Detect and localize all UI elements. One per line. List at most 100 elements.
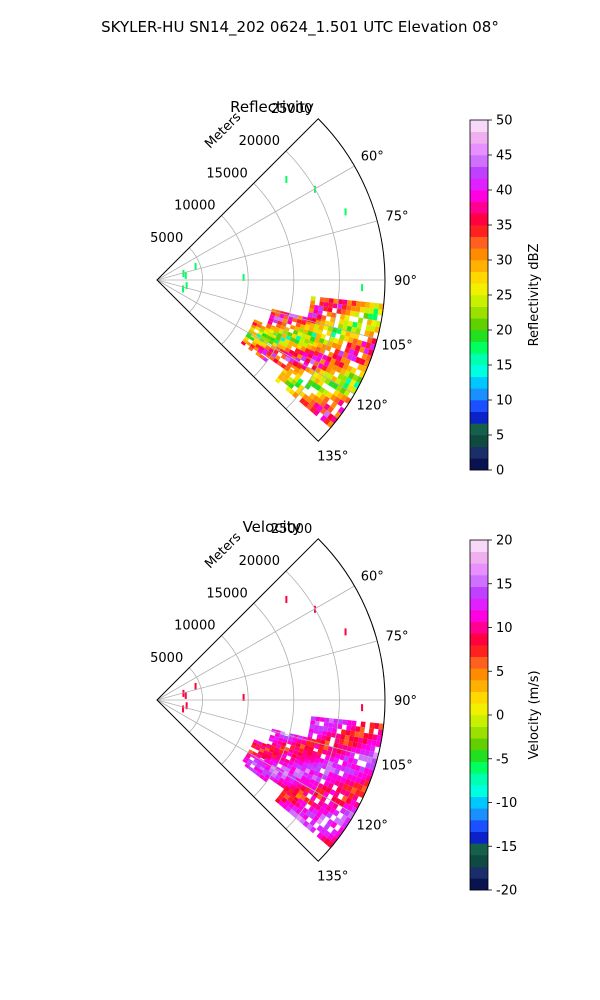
- radar-gate: [297, 751, 303, 757]
- radar-gate: [355, 747, 361, 755]
- radar-gate: [364, 750, 370, 757]
- radar-gate: [267, 332, 273, 337]
- radar-gate: [260, 763, 267, 769]
- radar-gate: [245, 754, 251, 759]
- radar-gate: [185, 702, 188, 710]
- radar-gate: [327, 833, 335, 841]
- radar-gate: [311, 801, 318, 809]
- radar-gate: [264, 747, 270, 753]
- radar-gate: [325, 356, 332, 363]
- radar-gate: [324, 297, 330, 303]
- radar-gate: [268, 737, 274, 743]
- colorbar-swatch: [470, 866, 488, 879]
- radar-gate: [367, 733, 374, 740]
- radar-gate: [253, 338, 259, 344]
- radar-gate: [257, 320, 263, 326]
- radar-gate: [329, 316, 336, 323]
- radar-gate: [354, 731, 360, 738]
- radar-gate: [259, 748, 265, 753]
- radar-gate: [327, 307, 333, 313]
- radar-gate: [319, 717, 325, 723]
- radar-gate: [310, 300, 316, 305]
- radar-gate: [252, 331, 258, 337]
- radar-gate: [264, 337, 270, 343]
- radar-gate: [302, 820, 310, 828]
- radar-gate: [368, 751, 375, 758]
- radar-gate: [297, 378, 304, 385]
- radar-gate: [260, 754, 267, 760]
- radar-gate: [308, 349, 315, 356]
- radar-gate: [317, 762, 324, 769]
- radar-gate: [284, 799, 291, 807]
- radar-gate: [312, 402, 320, 410]
- radar-gate: [361, 284, 364, 292]
- panel-title: Reflectivity: [230, 98, 314, 116]
- radar-gate: [334, 411, 342, 419]
- radar-gate: [306, 403, 313, 411]
- radar-gate: [348, 348, 355, 356]
- azimuth-spoke: [156, 220, 378, 281]
- radar-gate: [300, 785, 307, 792]
- radar-gate: [337, 373, 344, 381]
- radar-gate: [296, 363, 303, 370]
- radar-gate: [361, 353, 368, 361]
- radar-gate: [313, 729, 319, 735]
- radar-gate: [369, 325, 376, 333]
- radar-gate: [285, 595, 288, 603]
- angle-tick-label: 120°: [357, 398, 388, 413]
- radar-gate: [334, 753, 341, 760]
- radar-gate: [280, 765, 287, 771]
- radar-gate: [338, 350, 345, 357]
- radar-gate: [253, 758, 259, 764]
- radar-gate: [286, 319, 293, 325]
- radar-gate: [254, 746, 261, 751]
- radar-gate: [345, 797, 353, 805]
- radar-gate: [331, 364, 339, 372]
- radar-gate: [272, 358, 279, 364]
- radar-gate: [264, 327, 270, 333]
- radar-gate: [373, 308, 379, 315]
- radar-gate: [308, 769, 315, 776]
- radar-gate: [350, 746, 357, 754]
- radar-gate: [269, 326, 276, 331]
- radar-gate: [369, 745, 376, 753]
- radar-gate: [307, 732, 314, 738]
- radar-gate: [313, 409, 321, 417]
- radar-gate: [313, 757, 320, 764]
- radar-gate: [327, 782, 334, 790]
- radar-gate: [327, 351, 334, 358]
- radar-gate: [333, 779, 341, 787]
- radar-gate: [291, 753, 298, 759]
- radar-gate: [284, 365, 291, 372]
- radial-tick-label: 15000: [206, 586, 247, 601]
- radar-gate: [255, 343, 261, 349]
- radar-gate: [287, 736, 294, 742]
- radar-gate: [302, 749, 309, 755]
- radar-gate: [318, 757, 325, 764]
- radar-gate: [323, 780, 330, 787]
- radar-gate: [363, 347, 370, 355]
- radar-gate: [323, 837, 331, 846]
- radar-gate: [343, 319, 349, 326]
- colorbar-swatch: [470, 201, 488, 214]
- radar-gate: [366, 756, 373, 764]
- radar-gate: [327, 362, 334, 370]
- colorbar-tick-label: 50: [496, 114, 513, 129]
- radar-gate: [269, 756, 276, 763]
- radar-gate: [347, 320, 354, 327]
- radar-gate: [366, 739, 373, 746]
- colorbar-label: Reflectivity dBZ: [527, 244, 542, 347]
- radar-gate: [316, 314, 323, 320]
- radar-gate: [275, 335, 281, 342]
- azimuth-spoke: [156, 699, 355, 815]
- radar-gate: [347, 740, 354, 747]
- radar-gate: [245, 334, 251, 339]
- radar-gate: [248, 749, 254, 754]
- radar-gate: [363, 312, 369, 320]
- radar-gate: [331, 762, 338, 769]
- colorbar-swatch: [470, 551, 488, 564]
- radar-gate: [287, 788, 294, 795]
- radar-gate: [294, 767, 301, 774]
- radar-gate: [305, 334, 312, 341]
- radar-gate: [288, 760, 294, 766]
